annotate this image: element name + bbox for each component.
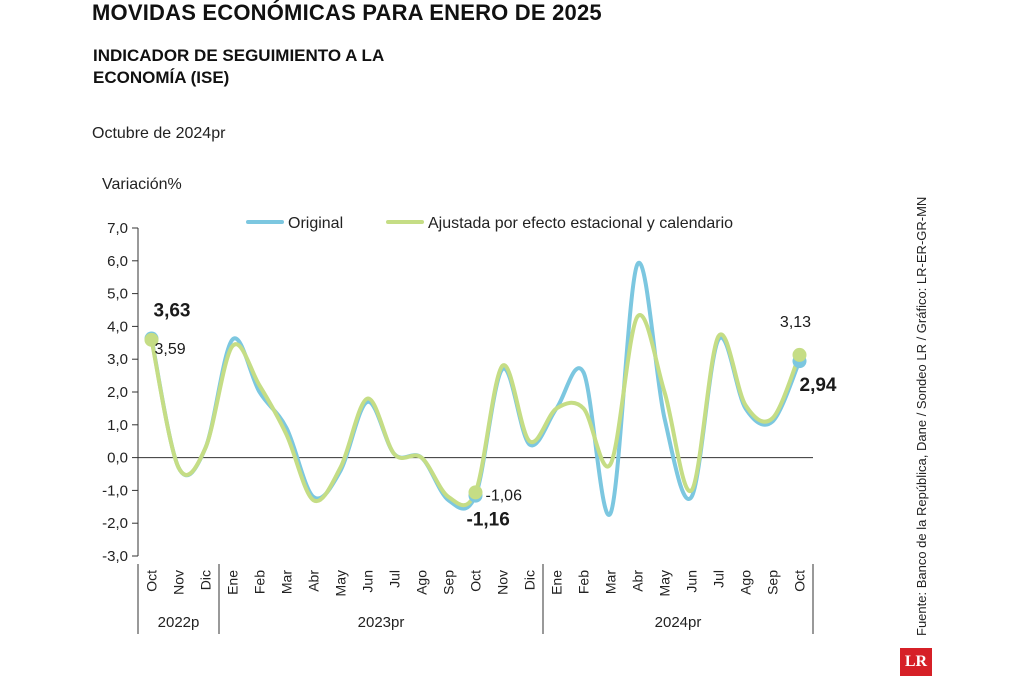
source-note: Fuente: Banco de la República, Dane / So… xyxy=(914,196,929,636)
x-tick-label: Sep xyxy=(441,570,457,595)
data-label: 2,94 xyxy=(800,375,837,396)
x-tick-label: Dic xyxy=(522,570,538,590)
x-tick-label: Ago xyxy=(738,570,754,595)
x-tick-label: May xyxy=(333,570,349,596)
x-tick-label: Abr xyxy=(630,570,646,592)
y-tick-label: -1,0 xyxy=(102,482,128,499)
legend-label: Original xyxy=(288,215,343,232)
y-tick-label: -2,0 xyxy=(102,515,128,532)
marker-ajustada xyxy=(792,347,807,362)
marker-ajustada xyxy=(144,332,159,347)
y-tick-label: 7,0 xyxy=(107,220,128,237)
y-tick-label: 3,0 xyxy=(107,351,128,368)
chart-title: MOVIDAS ECONÓMICAS PARA ENERO DE 2025 xyxy=(92,0,602,25)
date-note: Octubre de 2024pr xyxy=(92,125,226,142)
y-tick-label: 1,0 xyxy=(107,417,128,434)
x-tick-label: Ene xyxy=(549,570,565,595)
x-tick-label: Oct xyxy=(792,570,808,592)
x-tick-label: Ene xyxy=(225,570,241,595)
lr-logo: LR xyxy=(900,648,932,676)
y-axis-label: Variación% xyxy=(102,176,182,193)
data-label: -1,06 xyxy=(486,487,523,504)
x-tick-label: Oct xyxy=(144,570,160,592)
x-tick-label: Jul xyxy=(711,570,727,588)
legend-label: Ajustada por efecto estacional y calenda… xyxy=(428,215,733,232)
x-tick-label: Mar xyxy=(603,570,619,594)
x-tick-label: Oct xyxy=(468,570,484,592)
x-tick-label: Ago xyxy=(414,570,430,595)
data-label: -1,16 xyxy=(467,510,510,531)
x-tick-label: Feb xyxy=(576,570,592,594)
y-tick-label: 0,0 xyxy=(107,450,128,467)
year-group-label: 2024pr xyxy=(655,614,702,631)
y-tick-label: 4,0 xyxy=(107,318,128,335)
chart-subtitle: INDICADOR DE SEGUIMIENTO A LA ECONOMÍA (… xyxy=(93,46,384,87)
x-tick-label: Sep xyxy=(765,570,781,595)
x-tick-label: Jun xyxy=(684,570,700,593)
series-line-ajustada xyxy=(149,312,802,508)
data-label: 3,59 xyxy=(155,341,186,358)
year-group-label: 2022p xyxy=(158,614,200,631)
data-label: 3,13 xyxy=(780,314,811,331)
x-tick-label: Jun xyxy=(360,570,376,593)
y-tick-label: 2,0 xyxy=(107,384,128,401)
x-tick-label: May xyxy=(657,570,673,596)
x-tick-label: Abr xyxy=(306,570,322,592)
line-chart: 7,0 6,0 5,0 4,0 3,0 2,0 1,0 0,0 -1,0 -2,0 -3,0 Oct N… xyxy=(102,215,837,634)
y-tick-label: -3,0 xyxy=(102,548,128,565)
x-tick-label: Jul xyxy=(387,570,403,588)
x-tick-label: Mar xyxy=(279,570,295,594)
y-tick-label: 6,0 xyxy=(107,253,128,270)
x-tick-label: Nov xyxy=(171,570,187,595)
x-tick-label: Dic xyxy=(198,570,214,590)
x-tick-label: Feb xyxy=(252,570,268,594)
x-tick-label: Nov xyxy=(495,570,511,595)
y-tick-label: 5,0 xyxy=(107,286,128,303)
data-label: 3,63 xyxy=(154,301,191,322)
series-line-original xyxy=(149,260,802,517)
marker-ajustada xyxy=(468,485,483,500)
year-group-label: 2023pr xyxy=(358,614,405,631)
